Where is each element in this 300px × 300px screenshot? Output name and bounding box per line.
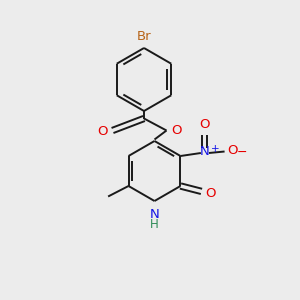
Text: O: O	[98, 125, 108, 139]
Text: −: −	[237, 146, 247, 159]
Text: N: N	[200, 145, 209, 158]
Text: O: O	[205, 187, 216, 200]
Text: N: N	[150, 208, 159, 220]
Text: O: O	[227, 143, 238, 157]
Text: O: O	[171, 124, 182, 137]
Text: Br: Br	[137, 30, 151, 43]
Text: O: O	[199, 118, 210, 131]
Text: H: H	[150, 218, 159, 230]
Text: +: +	[211, 144, 220, 154]
